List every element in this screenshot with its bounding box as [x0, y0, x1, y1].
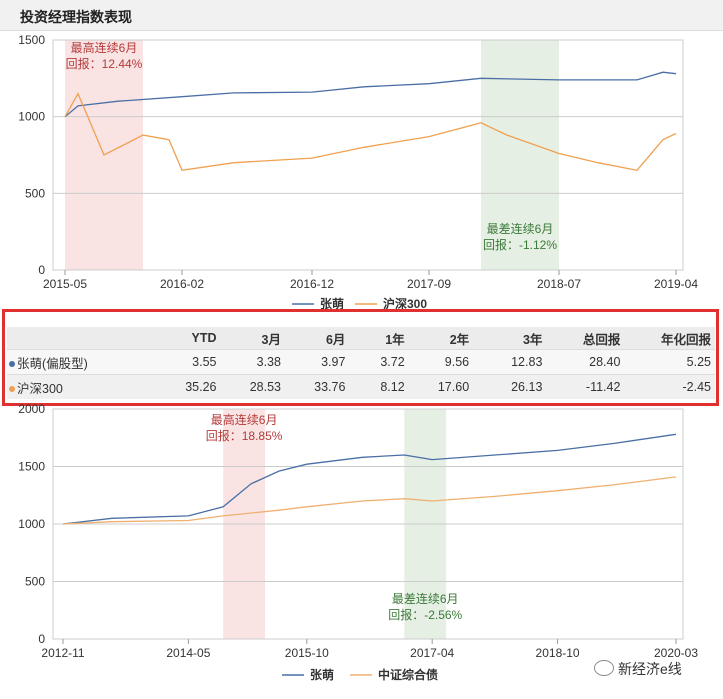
legend-label-1: 张萌: [320, 296, 344, 310]
y-tick-label: 1500: [18, 33, 45, 47]
y-tick-label: 0: [38, 632, 45, 646]
chart-top: 0 500 1000 1500 2015-05 2016-02 2016-12 2017-09…: [18, 33, 698, 310]
table-header-corner: [7, 327, 157, 350]
legend-label-2: 沪深300: [383, 296, 427, 310]
series-line-1: [64, 71, 677, 118]
table-cell: 9.56: [408, 348, 474, 375]
x-tick-label: 2017-04: [410, 646, 454, 660]
x-tick-label: 2015-05: [43, 277, 87, 291]
table-cell: 3.97: [284, 348, 350, 375]
y-tick-label: 0: [38, 263, 45, 277]
table-cell: -2.45: [624, 374, 715, 399]
table-cell: 3.38: [220, 348, 285, 375]
x-tick-label: 2012-11: [41, 646, 84, 660]
series-line-2: [64, 92, 677, 172]
table-column-header: YTD: [156, 327, 221, 350]
series-dot-icon: [9, 360, 15, 367]
x-tick-label: 2017-09: [407, 277, 451, 291]
wechat-icon: [594, 660, 614, 676]
x-tick-label: 2020-03: [654, 646, 698, 660]
y-tick-label: 1500: [18, 460, 45, 474]
returns-table: YTD 3月 6月 1年 2年 3年 总回报 年化回报 张萌(偏股型) 3.55 3.38 3.97…: [7, 327, 715, 399]
table-column-header: 6月: [284, 327, 350, 350]
table-row: 张萌(偏股型) 3.55 3.38 3.97 3.72 9.56 12.83 28.40 5.2…: [7, 348, 715, 375]
page-title: 投资经理指数表现: [20, 9, 132, 25]
y-tick-label: 2000: [18, 402, 45, 416]
legend-label-2: 中证综合债: [378, 667, 438, 682]
x-tick-label: 2016-12: [290, 277, 334, 291]
highlight-label-worst: 最差连续6月: [487, 221, 554, 236]
table-column-header: 年化回报: [624, 327, 715, 350]
series-line-1: [62, 433, 677, 525]
table-cell: 35.26: [156, 374, 221, 399]
table-column-header: 1年: [349, 327, 409, 350]
table-column-header: 2年: [408, 327, 474, 350]
table-column-header: 3月: [220, 327, 285, 350]
y-tick-label: 500: [25, 575, 45, 589]
table-row-name: 沪深300: [7, 374, 157, 399]
header-bar: 投资经理指数表现: [0, 0, 723, 31]
table-row-name: 张萌(偏股型): [7, 348, 157, 375]
table-header-row: YTD 3月 6月 1年 2年 3年 总回报 年化回报: [7, 327, 715, 350]
highlight-return-best: 回报：18.85%: [206, 428, 283, 443]
x-tick-label: 2018-10: [536, 646, 580, 660]
y-tick-label: 500: [25, 186, 45, 200]
highlight-label-best: 最高连续6月: [211, 412, 278, 427]
table-cell: 5.25: [624, 348, 715, 375]
x-tick-label: 2014-05: [166, 646, 210, 660]
x-tick-label: 2016-02: [160, 277, 204, 291]
highlight-label-worst: 最差连续6月: [392, 591, 459, 606]
watermark: 新经济e线: [594, 659, 682, 679]
chart-bottom: 0 500 1000 1500 2000 2012-11 2014-05 2015-10 201…: [18, 402, 698, 682]
highlight-label-best: 最高连续6月: [71, 40, 138, 55]
table-cell: 3.55: [156, 348, 221, 375]
table-cell: 12.83: [473, 348, 547, 375]
x-tick-label: 2018-07: [537, 277, 581, 291]
series-dot-icon: [9, 385, 15, 392]
table-column-header: 总回报: [546, 327, 625, 350]
table-column-header: 3年: [473, 327, 547, 350]
series-line-2: [62, 476, 677, 525]
highlight-return-best: 回报：12.44%: [66, 56, 143, 71]
plot-border: [52, 39, 684, 271]
table-cell: 26.13: [473, 374, 547, 399]
x-tick-label: 2015-10: [285, 646, 329, 660]
legend-label-1: 张萌: [310, 667, 334, 682]
highlight-return-worst: 回报：-2.56%: [388, 607, 462, 622]
highlight-return-worst: 回报：-1.12%: [483, 237, 557, 252]
table-row: 沪深300 35.26 28.53 33.76 8.12 17.60 26.13 -11.42…: [7, 374, 715, 399]
table-cell: 28.40: [546, 348, 625, 375]
y-tick-label: 1000: [18, 110, 45, 124]
table-cell: -11.42: [546, 374, 625, 399]
table-cell: 28.53: [220, 374, 285, 399]
x-tick-label: 2019-04: [654, 277, 698, 291]
table-cell: 33.76: [284, 374, 350, 399]
row-label: 沪深300: [17, 381, 63, 396]
table-cell: 3.72: [349, 348, 409, 375]
row-label: 张萌(偏股型): [17, 356, 88, 371]
watermark-text: 新经济e线: [618, 661, 682, 677]
table-cell: 17.60: [408, 374, 474, 399]
y-tick-label: 1000: [18, 517, 45, 531]
table-cell: 8.12: [349, 374, 409, 399]
